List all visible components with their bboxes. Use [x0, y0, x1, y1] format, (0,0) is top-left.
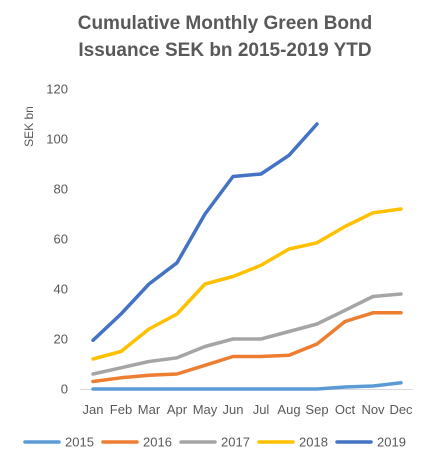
- y-tick-label: 60: [54, 232, 68, 247]
- x-tick-label: Dec: [389, 402, 413, 417]
- x-tick-label: Sep: [305, 402, 328, 417]
- x-tick-label: Feb: [110, 402, 132, 417]
- legend-label-2016: 2016: [143, 435, 172, 450]
- x-tick-label: Nov: [361, 402, 385, 417]
- legend-label-2019: 2019: [377, 435, 406, 450]
- x-tick-label: Jan: [83, 402, 104, 417]
- series-line-2018: [91, 207, 403, 361]
- y-tick-label: 20: [54, 332, 68, 347]
- x-tick-label: Oct: [335, 402, 356, 417]
- x-tick-label: May: [193, 402, 218, 417]
- y-tick-label: 0: [61, 382, 68, 397]
- x-tick-label: Jul: [253, 402, 270, 417]
- y-tick-label: 100: [46, 132, 68, 147]
- series-line-2015: [91, 381, 403, 391]
- series-line-2016: [91, 311, 403, 384]
- legend-label-2017: 2017: [221, 435, 250, 450]
- x-tick-label: Mar: [138, 402, 161, 417]
- chart-title-line-1: Cumulative Monthly Green Bond: [77, 13, 373, 34]
- legend-label-2015: 2015: [65, 435, 94, 450]
- x-tick-label: Aug: [277, 402, 300, 417]
- x-tick-label: Apr: [167, 402, 188, 417]
- series-line-2017: [91, 292, 403, 376]
- chart-title-line-2: Issuance SEK bn 2015-2019 YTD: [78, 40, 372, 61]
- y-tick-label: 120: [46, 82, 68, 97]
- y-axis-title: SEK bn: [22, 106, 36, 147]
- x-tick-label: Jun: [223, 402, 244, 417]
- legend-label-2018: 2018: [299, 435, 328, 450]
- y-tick-label: 40: [54, 282, 68, 297]
- y-tick-label: 80: [54, 182, 68, 197]
- chart-title: Cumulative Monthly Green Bond Issuance S…: [30, 10, 420, 64]
- series-line-2019: [91, 122, 319, 343]
